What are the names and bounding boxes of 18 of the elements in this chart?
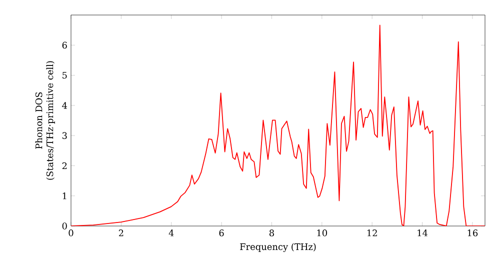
y-tick-label: 0	[62, 222, 67, 230]
x-tick-label: 8	[269, 230, 274, 236]
x-tick-label: 10	[317, 230, 328, 236]
y-tick-label: 5	[62, 72, 67, 79]
x-axis-title: Frequency (THz)	[240, 243, 316, 252]
x-tick-label: 2	[118, 230, 124, 236]
x-tick-label: 6	[219, 230, 224, 236]
x-tick-label: 12	[367, 230, 377, 236]
y-axis-title: Phonon DOS (States/THz·primitive cell)	[35, 61, 55, 180]
y-tick-label: 2	[62, 162, 67, 170]
x-tick-label: 16	[468, 230, 478, 236]
y-tick-label: 3	[62, 132, 67, 139]
y-tick-label: 6	[62, 42, 67, 49]
x-tick-label: 0	[68, 230, 74, 236]
y-tick-label: 4	[62, 102, 68, 109]
y-tick-label: 1	[62, 192, 66, 200]
x-tick-label: 4	[168, 230, 174, 236]
x-tick-label: 14	[418, 230, 428, 236]
